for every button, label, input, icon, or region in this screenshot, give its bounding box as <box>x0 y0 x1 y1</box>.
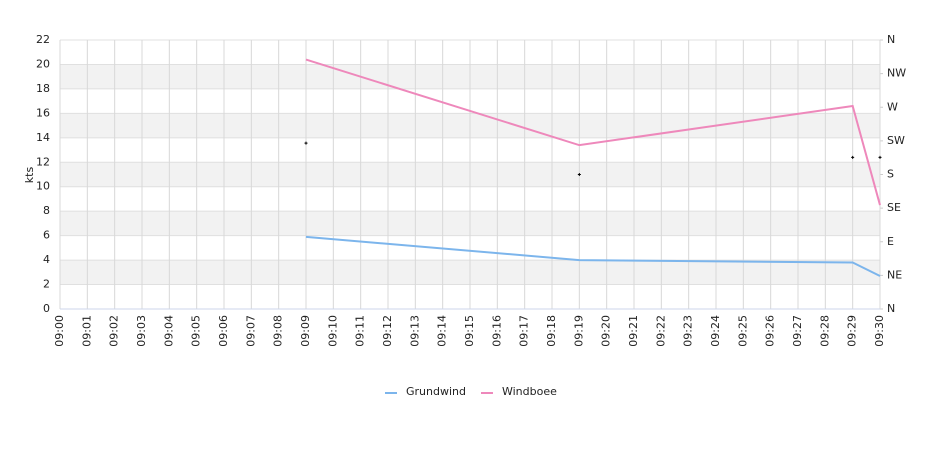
x-tick-label: 09:20 <box>600 315 613 347</box>
x-tick-label: 09:07 <box>244 315 257 347</box>
x-tick-label: 09:30 <box>873 315 886 347</box>
y2-tick-label: SE <box>887 201 901 214</box>
x-tick-label: 09:21 <box>627 315 640 347</box>
y-tick-label: 10 <box>36 180 50 193</box>
y-tick-label: 4 <box>43 253 50 266</box>
y2-tick-label: N <box>887 302 895 315</box>
series-line <box>305 58 881 206</box>
x-tick-label: 09:11 <box>354 315 367 347</box>
y2-tick-label: S <box>887 168 894 181</box>
legend-label: Windboee <box>502 385 557 398</box>
x-tick-label: 09:18 <box>545 315 558 347</box>
y-tick-label: 16 <box>36 106 50 119</box>
x-tick-label: 09:15 <box>463 315 476 347</box>
direction-marker <box>851 155 855 159</box>
x-tick-label: 09:25 <box>736 315 749 347</box>
x-tick-label: 09:26 <box>764 315 777 347</box>
x-tick-label: 09:12 <box>381 315 394 347</box>
y2-tick-label: SW <box>887 134 905 147</box>
x-tick-label: 09:06 <box>217 315 230 347</box>
x-tick-label: 09:19 <box>572 315 585 347</box>
x-tick-label: 09:02 <box>108 315 121 347</box>
direction-marker <box>878 155 882 159</box>
x-tick-label: 09:17 <box>518 315 531 347</box>
x-tick-label: 09:24 <box>709 315 722 347</box>
x-tick-label: 09:23 <box>682 315 695 347</box>
x-tick-label: 09:28 <box>818 315 831 347</box>
x-tick-label: 09:27 <box>791 315 804 347</box>
y2-tick-label: N <box>887 33 895 46</box>
direction-marker <box>577 173 581 176</box>
y-tick-label: 0 <box>43 302 50 315</box>
legend-label: Grundwind <box>406 385 466 398</box>
y2-tick-label: W <box>887 100 898 113</box>
y-tick-label: 14 <box>36 131 50 144</box>
y-tick-label: 22 <box>36 33 50 46</box>
x-tick-label: 09:16 <box>490 315 503 347</box>
y-tick-label: 12 <box>36 155 50 168</box>
y-tick-label: 18 <box>36 82 50 95</box>
x-tick-label: 09:01 <box>80 315 93 347</box>
x-tick-label: 09:13 <box>408 315 421 347</box>
x-tick-label: 09:10 <box>326 315 339 347</box>
x-tick-label: 09:08 <box>272 315 285 347</box>
direction-marker <box>304 141 308 145</box>
x-tick-label: 09:04 <box>162 315 175 347</box>
y-tick-label: 8 <box>43 204 50 217</box>
x-tick-label: 09:29 <box>846 315 859 347</box>
x-tick-label: 09:00 <box>53 315 66 347</box>
x-tick-label: 09:09 <box>299 315 312 347</box>
y2-tick-label: NE <box>887 268 902 281</box>
y-axis-label: kts <box>23 167 36 184</box>
y2-tick-label: E <box>887 235 894 248</box>
x-tick-label: 09:14 <box>436 315 449 347</box>
x-tick-label: 09:03 <box>135 315 148 347</box>
y-tick-label: 2 <box>43 278 50 291</box>
y-tick-label: 20 <box>36 57 50 70</box>
x-tick-label: 09:05 <box>190 315 203 347</box>
x-tick-label: 09:22 <box>654 315 667 347</box>
y2-tick-label: NW <box>887 67 906 80</box>
series-line <box>305 235 881 277</box>
y-tick-label: 6 <box>43 229 50 242</box>
